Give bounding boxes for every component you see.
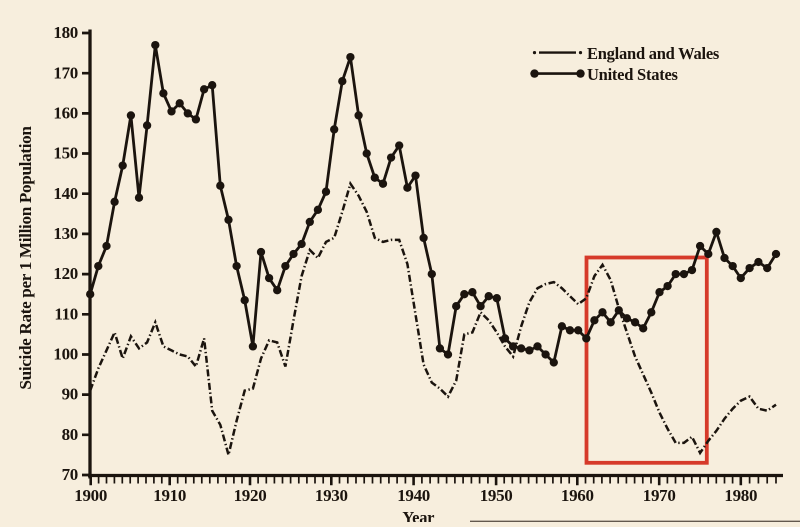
svg-text:120: 120 bbox=[53, 264, 78, 283]
svg-text:Suicide Rate per 1 Million Pop: Suicide Rate per 1 Million Population bbox=[16, 126, 35, 390]
svg-text:England and Wales: England and Wales bbox=[587, 44, 720, 63]
svg-text:150: 150 bbox=[53, 144, 78, 163]
svg-text:170: 170 bbox=[53, 63, 78, 82]
svg-text:1930: 1930 bbox=[315, 486, 348, 505]
svg-text:1940: 1940 bbox=[397, 486, 430, 505]
svg-text:160: 160 bbox=[53, 104, 78, 123]
svg-text:70: 70 bbox=[62, 465, 78, 484]
svg-text:140: 140 bbox=[53, 184, 78, 203]
svg-text:1900: 1900 bbox=[74, 486, 107, 505]
svg-text:80: 80 bbox=[62, 425, 78, 444]
svg-text:1960: 1960 bbox=[561, 486, 594, 505]
svg-text:United States: United States bbox=[587, 65, 679, 84]
svg-text:90: 90 bbox=[62, 385, 78, 404]
svg-text:110: 110 bbox=[54, 304, 78, 323]
svg-text:1950: 1950 bbox=[480, 486, 513, 505]
svg-text:100: 100 bbox=[53, 345, 78, 364]
svg-text:130: 130 bbox=[53, 224, 78, 243]
svg-text:1980: 1980 bbox=[724, 486, 757, 505]
svg-text:1920: 1920 bbox=[234, 486, 267, 505]
svg-text:180: 180 bbox=[53, 23, 78, 42]
svg-text:1910: 1910 bbox=[153, 486, 186, 505]
svg-text:Year: Year bbox=[402, 508, 434, 522]
svg-text:1970: 1970 bbox=[643, 486, 676, 505]
